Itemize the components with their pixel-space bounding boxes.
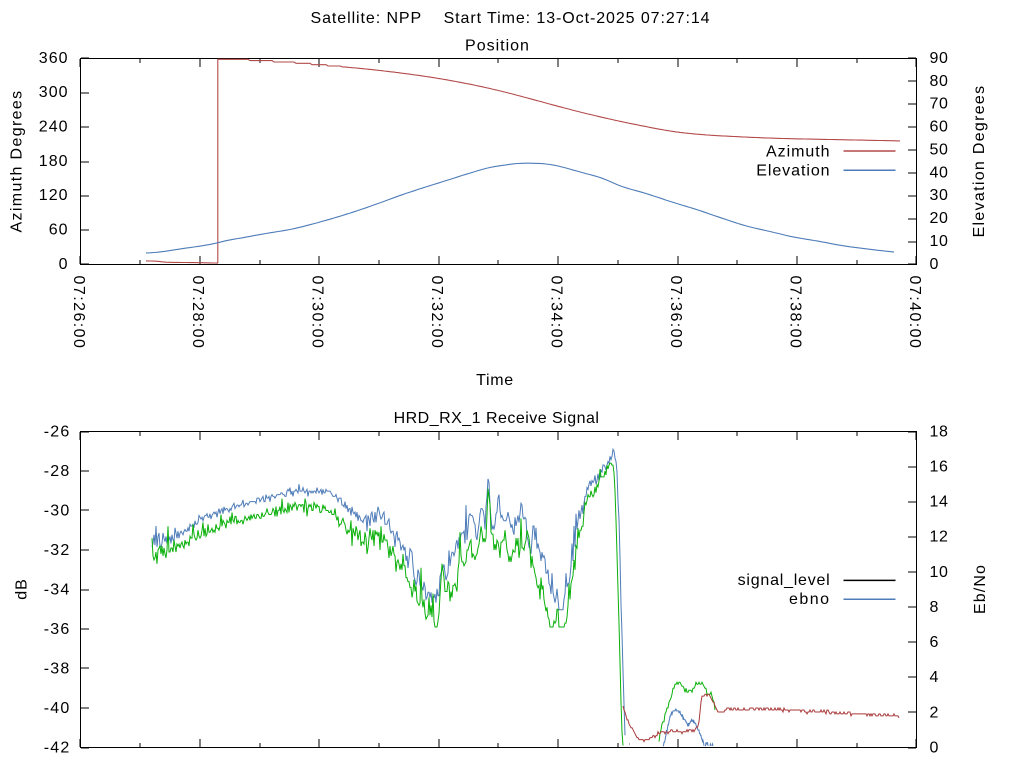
svg-text:07:30:00: 07:30:00: [309, 276, 326, 350]
svg-text:07:40:00: 07:40:00: [906, 276, 923, 350]
svg-text:0: 0: [930, 739, 940, 756]
svg-text:360: 360: [39, 50, 69, 67]
svg-text:4: 4: [930, 669, 940, 686]
svg-text:60: 60: [49, 222, 69, 239]
svg-text:Azimuth Degrees: Azimuth Degrees: [9, 90, 26, 233]
svg-text:240: 240: [39, 119, 69, 136]
svg-text:20: 20: [930, 210, 949, 227]
svg-text:40: 40: [930, 164, 949, 181]
svg-text:-34: -34: [44, 581, 71, 598]
svg-text:Satellite: NPP Start Time:: Satellite: NPP Start Time: 13-Oct-2025 0…: [311, 10, 711, 27]
svg-text:30: 30: [930, 187, 949, 204]
svg-text:10: 10: [930, 564, 949, 581]
svg-text:70: 70: [930, 96, 949, 113]
svg-text:-36: -36: [44, 621, 71, 638]
svg-text:Azimuth: Azimuth: [766, 144, 830, 161]
svg-text:2: 2: [930, 704, 940, 721]
svg-text:-30: -30: [44, 502, 71, 519]
svg-text:07:34:00: 07:34:00: [548, 276, 565, 350]
svg-text:-42: -42: [44, 739, 71, 756]
svg-text:HRD_RX_1 Receive Signal: HRD_RX_1 Receive Signal: [394, 410, 600, 427]
svg-text:Elevation: Elevation: [756, 163, 830, 180]
svg-text:-32: -32: [44, 542, 71, 559]
svg-text:10: 10: [930, 233, 949, 250]
svg-text:16: 16: [930, 459, 949, 476]
svg-text:60: 60: [930, 119, 949, 136]
svg-text:6: 6: [930, 634, 940, 651]
svg-text:180: 180: [39, 153, 69, 170]
svg-text:80: 80: [930, 73, 949, 90]
svg-text:Position: Position: [465, 38, 530, 55]
svg-text:ebno: ebno: [789, 591, 830, 608]
svg-text:07:38:00: 07:38:00: [786, 276, 803, 350]
svg-text:-26: -26: [44, 423, 71, 440]
svg-text:8: 8: [930, 599, 940, 616]
svg-text:-28: -28: [44, 463, 71, 480]
svg-text:50: 50: [930, 142, 949, 159]
svg-text:14: 14: [930, 494, 949, 511]
svg-text:0: 0: [59, 256, 69, 273]
svg-text:dB: dB: [14, 578, 31, 600]
svg-text:300: 300: [39, 84, 69, 101]
svg-text:07:26:00: 07:26:00: [70, 276, 87, 350]
svg-text:90: 90: [930, 50, 949, 67]
svg-text:Eb/No: Eb/No: [972, 564, 989, 614]
svg-text:0: 0: [930, 256, 940, 273]
svg-text:Elevation Degrees: Elevation Degrees: [971, 85, 988, 238]
svg-text:07:32:00: 07:32:00: [428, 276, 445, 350]
svg-text:signal_level: signal_level: [738, 572, 831, 589]
svg-text:120: 120: [39, 187, 69, 204]
svg-text:-38: -38: [44, 660, 71, 677]
svg-text:-40: -40: [44, 700, 71, 717]
svg-text:18: 18: [930, 423, 949, 440]
svg-text:07:28:00: 07:28:00: [189, 276, 206, 350]
svg-text:Time: Time: [476, 372, 514, 389]
svg-text:12: 12: [930, 529, 949, 546]
svg-text:07:36:00: 07:36:00: [667, 276, 684, 350]
